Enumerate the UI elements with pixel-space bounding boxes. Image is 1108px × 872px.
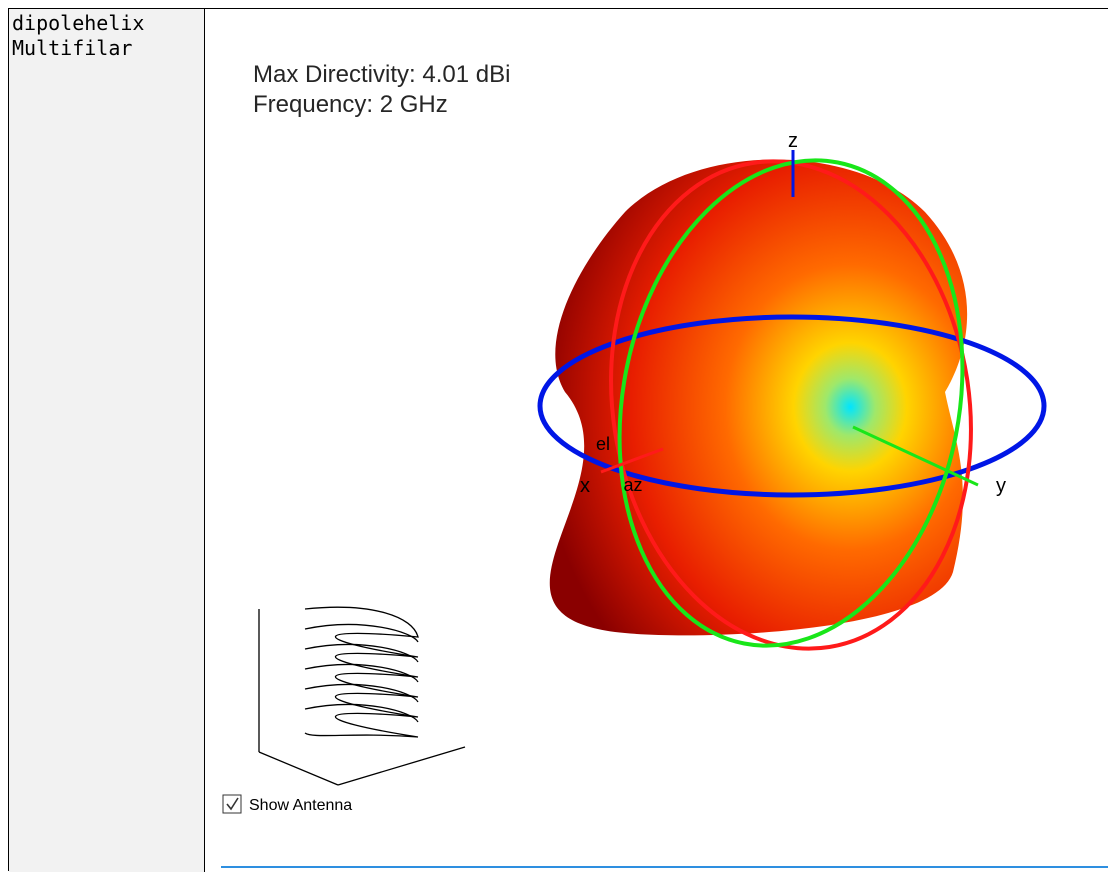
antenna-thumbnail (258, 606, 466, 786)
x-axis (600, 447, 664, 474)
az-ring (537, 314, 1047, 498)
y-axis (852, 425, 979, 487)
plot-title: Max Directivity: 4.01 dBi (253, 61, 510, 88)
pattern-surface (549, 159, 968, 636)
axis-label: az (623, 475, 642, 495)
plot: Max Directivity: 4.01 dBi Frequency: 2 G… (213, 17, 1108, 872)
label-line: dipolehelix (12, 11, 145, 35)
axis-label: y (996, 475, 1006, 497)
el-ring (609, 159, 973, 651)
label-line: Multifilar (12, 36, 133, 60)
checkbox-label[interactable]: Show Antenna (249, 797, 352, 814)
plot-panel: Max Directivity: 4.01 dBi Frequency: 2 G… (213, 17, 1108, 872)
checkbox-check (226, 797, 239, 811)
label-cell: dipolehelix Multifilar (9, 9, 205, 872)
axis-label: x (580, 475, 590, 497)
table: dipolehelix Multifilar Max Directivity: … (8, 8, 1108, 872)
plot-title: Frequency: 2 GHz (253, 91, 448, 118)
checkbox[interactable] (222, 794, 242, 814)
el-ring (617, 158, 965, 648)
axis-label: z (788, 130, 798, 152)
axis-label: el (596, 434, 610, 454)
